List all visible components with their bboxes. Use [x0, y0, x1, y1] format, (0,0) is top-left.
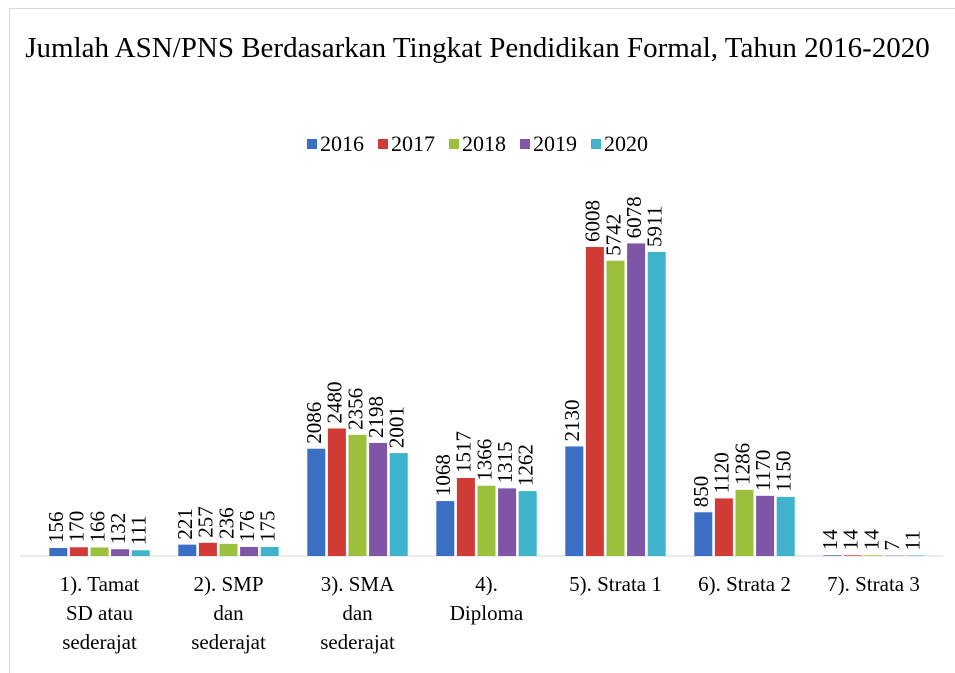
data-label: 221	[173, 508, 197, 540]
data-label: 2086	[302, 402, 326, 444]
data-label: 14	[818, 529, 842, 551]
bar	[694, 512, 713, 556]
bar	[843, 555, 862, 556]
x-tick-label: 3). SMA dan sederajat	[320, 572, 395, 654]
data-label: 236	[214, 507, 238, 539]
bar	[178, 544, 197, 556]
bar	[606, 260, 625, 556]
data-label: 1120	[710, 452, 734, 493]
legend-swatch	[591, 139, 601, 149]
bar	[498, 488, 517, 556]
data-label: 1150	[772, 451, 796, 492]
data-label: 14	[859, 529, 883, 551]
bar	[647, 252, 666, 556]
bar	[69, 547, 88, 556]
legend: 2016 2017 2018 2019 2020	[0, 131, 955, 157]
data-label: 6008	[581, 200, 605, 242]
data-label: 2356	[343, 388, 367, 430]
bar	[348, 434, 367, 556]
bar	[260, 547, 279, 556]
data-label: 14	[839, 529, 863, 551]
data-label: 7	[880, 540, 904, 551]
legend-swatch	[520, 139, 530, 149]
x-tick-label: 1). Tamat SD atau sederajat	[59, 572, 140, 654]
data-label: 2130	[560, 399, 584, 441]
data-label: 5742	[601, 214, 625, 256]
bar	[131, 550, 150, 556]
data-label: 111	[127, 515, 151, 545]
legend-label: 2020	[604, 131, 648, 156]
legend-item: 2017	[378, 131, 435, 157]
chart-title: Jumlah ASN/PNS Berdasarkan Tingkat Pendi…	[25, 32, 930, 64]
data-label: 1517	[452, 431, 476, 473]
bar	[864, 555, 883, 556]
bar	[111, 549, 130, 556]
data-label: 2480	[323, 381, 347, 423]
data-label: 156	[44, 511, 68, 543]
data-label: 1366	[472, 439, 496, 481]
legend-item: 2019	[520, 131, 577, 157]
chart-frame	[9, 8, 955, 673]
bar	[327, 428, 346, 556]
data-label: 175	[256, 511, 280, 543]
bar	[198, 542, 217, 556]
bar	[565, 446, 584, 556]
bar	[219, 543, 238, 556]
data-label: 2001	[385, 406, 409, 448]
data-label: 1170	[751, 450, 775, 491]
legend-swatch	[378, 139, 388, 149]
bar	[369, 442, 388, 556]
legend-item: 2020	[591, 131, 648, 157]
bar	[905, 555, 924, 556]
bar	[776, 496, 795, 556]
data-label: 132	[106, 513, 130, 545]
legend-label: 2016	[320, 131, 364, 156]
legend-label: 2019	[533, 131, 577, 156]
data-label: 170	[65, 511, 89, 543]
x-tick-label: 4). Diploma	[449, 572, 524, 625]
legend-swatch	[449, 139, 459, 149]
x-tick-label: 6). Strata 2	[698, 572, 791, 596]
legend-label: 2018	[462, 131, 506, 156]
bar	[756, 495, 775, 556]
bar	[240, 546, 259, 556]
data-label: 850	[689, 476, 713, 508]
data-label: 11	[901, 530, 925, 550]
data-label: 176	[235, 510, 259, 542]
bar	[436, 501, 455, 556]
bar	[585, 247, 604, 556]
bar	[90, 547, 109, 556]
legend-item: 2018	[449, 131, 506, 157]
bar	[49, 547, 68, 556]
bar	[389, 453, 408, 556]
x-tick-label: 7). Strata 3	[827, 572, 920, 596]
x-tick-label: 2). SMP dan sederajat	[191, 572, 266, 654]
data-label: 1286	[730, 443, 754, 485]
data-label: 166	[85, 511, 109, 543]
bar	[477, 485, 496, 556]
bar	[735, 489, 754, 556]
legend-item: 2016	[307, 131, 364, 157]
data-label: 1315	[493, 441, 517, 483]
data-label: 257	[194, 506, 218, 538]
bar	[714, 498, 733, 556]
data-label: 6078	[622, 196, 646, 238]
x-tick-label: 5). Strata 1	[569, 572, 662, 596]
data-label: 1262	[514, 444, 538, 486]
data-label: 5911	[643, 206, 667, 247]
bar	[518, 491, 537, 556]
bar	[307, 448, 326, 556]
bar	[456, 477, 475, 556]
legend-label: 2017	[391, 131, 435, 156]
data-label: 2198	[364, 396, 388, 438]
data-label: 1068	[431, 454, 455, 496]
bar	[627, 243, 646, 556]
legend-swatch	[307, 139, 317, 149]
bar	[823, 555, 842, 556]
